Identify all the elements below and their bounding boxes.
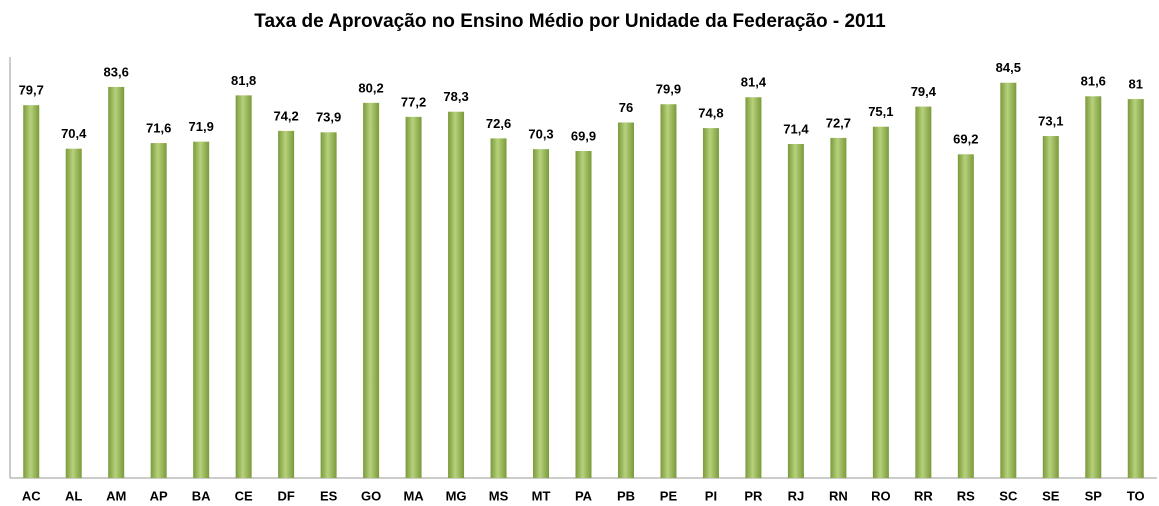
value-label: 79,4 [911,84,937,99]
bar [1000,82,1017,478]
x-tick-label: ES [320,488,338,503]
value-label: 70,3 [528,127,553,142]
value-label: 81,4 [741,75,767,90]
bar [617,122,634,478]
value-label: 69,2 [953,132,978,147]
x-tick-label: MS [489,488,509,503]
x-tick-label: MA [403,488,424,503]
value-label: 72,6 [486,116,511,131]
bar [830,137,847,479]
x-tick-label: RR [914,488,933,503]
x-tick-label: PR [744,488,763,503]
bar [405,116,422,479]
x-tick-label: MT [532,488,551,503]
bar [872,126,889,479]
bar [23,105,40,478]
bar [150,143,167,478]
bar [278,130,295,479]
value-label: 83,6 [104,64,129,79]
x-tick-label: RN [829,488,848,503]
value-label: 81,8 [231,73,256,88]
bar [193,141,210,478]
chart-title: Taxa de Aprovação no Ensino Médio por Un… [254,11,886,32]
x-tick-label: SP [1085,488,1103,503]
bar [1085,96,1102,478]
x-tick-label: AP [150,488,168,503]
value-label: 71,9 [189,119,214,134]
x-tick-label: TO [1127,488,1145,503]
x-tick-label: RO [871,488,891,503]
bar [533,149,550,478]
value-label: 74,2 [273,108,298,123]
x-tick-label: RS [957,488,975,503]
bar [490,138,507,479]
value-label: 73,1 [1038,113,1063,128]
bar [235,95,252,478]
value-label: 77,2 [401,94,426,109]
x-tick-label: PE [660,488,678,503]
value-label: 71,4 [783,121,809,136]
value-label: 71,6 [146,121,171,136]
x-tick-label: DF [277,488,294,503]
bar [957,154,974,478]
value-label: 76 [619,100,633,115]
x-tick-label: PA [575,488,593,503]
bar [448,111,465,478]
bar [660,104,677,479]
value-label: 81,6 [1081,74,1106,89]
x-tick-label: PI [705,488,717,503]
value-label: 78,3 [443,89,468,104]
value-label: 84,5 [996,60,1021,75]
value-label: 81 [1129,77,1143,92]
bar [787,144,804,479]
x-tick-label: GO [361,488,381,503]
x-tick-label: CE [235,488,253,503]
x-tick-label: MG [446,488,467,503]
bar [65,148,82,478]
bar [1042,136,1059,478]
bar [575,151,592,479]
x-tick-label: RJ [788,488,805,503]
bar [702,128,719,478]
value-label: 70,4 [61,126,87,141]
value-label: 73,9 [316,110,341,125]
bar [745,97,762,479]
bar [108,86,125,478]
value-label: 80,2 [358,80,383,95]
x-tick-label: AC [22,488,41,503]
x-tick-label: AM [106,488,126,503]
x-tick-label: SE [1042,488,1060,503]
value-label: 74,8 [698,106,723,121]
bar [915,106,932,478]
bar [1127,99,1144,478]
value-label: 79,7 [19,83,44,98]
bar [363,102,380,478]
x-tick-label: BA [192,488,211,503]
value-label: 75,1 [868,104,893,119]
value-label: 72,7 [826,115,851,130]
x-tick-label: SC [999,488,1018,503]
bar [320,132,337,478]
value-label: 79,9 [656,82,681,97]
x-tick-label: PB [617,488,635,503]
value-label: 69,9 [571,128,596,143]
x-tick-label: AL [65,488,82,503]
